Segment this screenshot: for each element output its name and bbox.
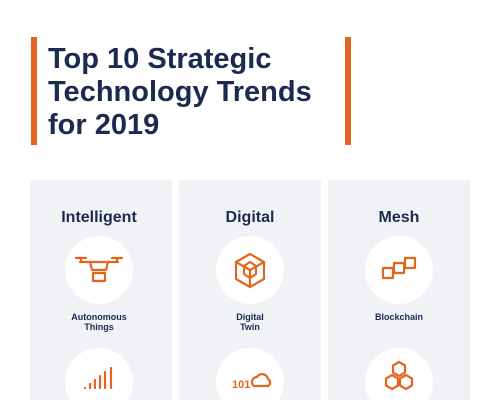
title-line: for 2019: [48, 109, 159, 141]
icon-circle: [365, 236, 433, 304]
item-label: Things: [84, 322, 114, 332]
accent-bar: [31, 37, 37, 145]
item-label: Twin: [240, 322, 260, 332]
column-heading: Mesh: [379, 209, 420, 226]
hexagon-icon: [384, 360, 414, 391]
drone-icon: [74, 256, 124, 283]
item-label: Autonomous: [71, 312, 127, 322]
accent-bar: [345, 37, 351, 145]
cube-icon: [234, 252, 266, 289]
column-heading: Digital: [226, 209, 275, 226]
title-line: Technology Trends: [48, 76, 312, 108]
title-line: Top 10 Strategic: [48, 43, 271, 75]
cloud-icon: 101: [232, 373, 272, 391]
bars-icon: [83, 366, 113, 390]
blockchain-icon: [381, 256, 417, 280]
icon-circle: [365, 348, 433, 400]
icon-circle: [65, 348, 133, 400]
item-label: Digital: [236, 312, 264, 322]
svg-text:101: 101: [232, 379, 250, 391]
column-heading: Intelligent: [61, 209, 137, 226]
item-label: Blockchain: [375, 312, 423, 322]
